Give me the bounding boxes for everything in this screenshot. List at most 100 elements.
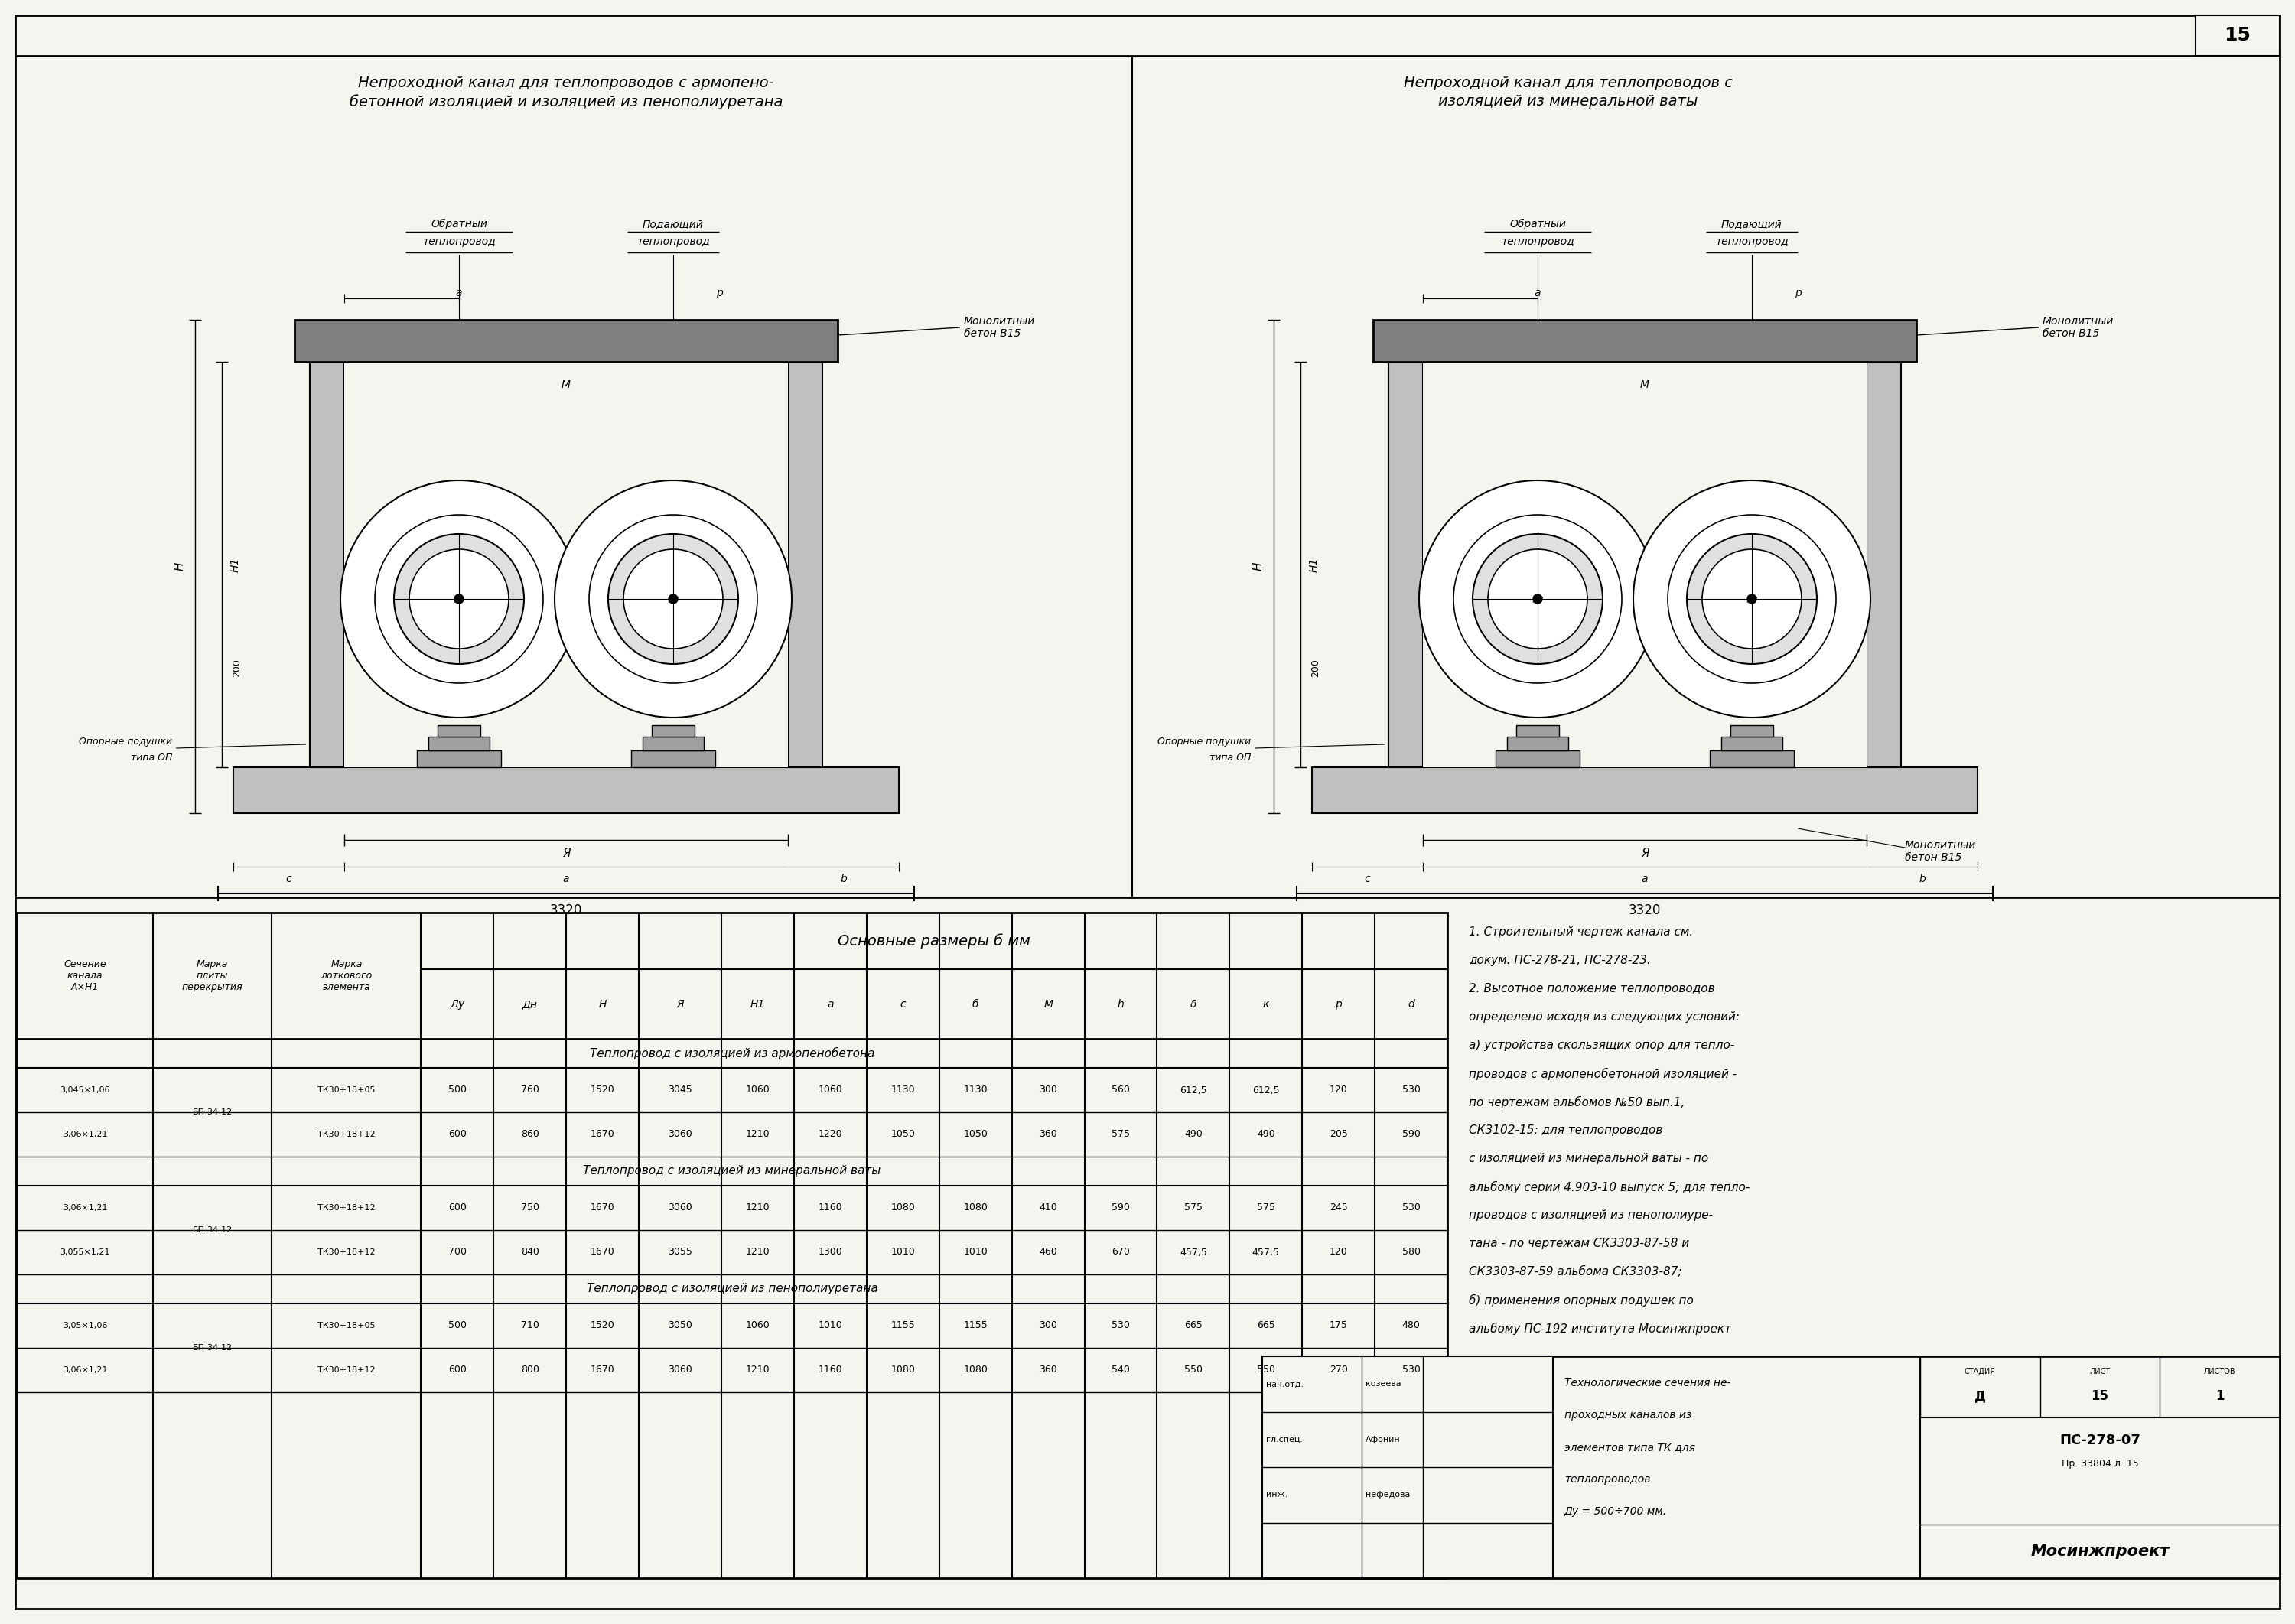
Text: Н: Н [599, 999, 606, 1010]
Text: 700: 700 [448, 1247, 466, 1257]
Text: Монолитный
бетон В15: Монолитный бетон В15 [2043, 315, 2114, 339]
Text: б: б [973, 999, 980, 1010]
Text: б) применения опорных подушек по: б) применения опорных подушек по [1469, 1294, 1694, 1307]
Text: 300: 300 [1040, 1320, 1058, 1330]
Text: определено исходя из следующих условий:: определено исходя из следующих условий: [1469, 1012, 1740, 1023]
Text: докум. ПС-278-21, ПС-278-23.: докум. ПС-278-21, ПС-278-23. [1469, 955, 1650, 966]
Bar [1866, 362, 1900, 767]
Text: 175: 175 [1329, 1320, 1347, 1330]
Bar [429, 737, 489, 750]
Text: 1670: 1670 [590, 1366, 615, 1376]
Bar [652, 726, 695, 737]
Text: 540: 540 [1111, 1366, 1129, 1376]
Circle shape [1746, 594, 1756, 604]
Text: Теплопровод с изоляцией из минеральной ваты: Теплопровод с изоляцией из минеральной в… [583, 1166, 881, 1177]
Text: 410: 410 [1040, 1203, 1058, 1213]
Text: 1160: 1160 [819, 1203, 842, 1213]
Bar [344, 362, 787, 767]
Text: СК3303-87-59 альбома СК3303-87;: СК3303-87-59 альбома СК3303-87; [1469, 1267, 1682, 1278]
Text: d: d [562, 578, 569, 590]
Text: 1050: 1050 [964, 1129, 987, 1140]
Text: Монолитный
бетон В15: Монолитный бетон В15 [1905, 840, 1976, 862]
Text: d: d [1641, 578, 1648, 590]
Text: Непроходной канал для теплопроводов с: Непроходной канал для теплопроводов с [1405, 75, 1733, 89]
Bar [631, 750, 716, 767]
Text: 1060: 1060 [819, 1085, 842, 1095]
Text: 360: 360 [1040, 1129, 1058, 1140]
Text: ЛИСТ: ЛИСТ [2088, 1367, 2111, 1376]
Text: 1210: 1210 [746, 1366, 769, 1376]
Text: 1155: 1155 [890, 1320, 916, 1330]
Text: δ: δ [358, 578, 365, 590]
Text: бетонной изоляцией и изоляцией из пенополиуретана: бетонной изоляцией и изоляцией из пенопо… [349, 94, 783, 109]
Text: 1520: 1520 [590, 1085, 615, 1095]
Text: 580: 580 [1402, 1247, 1421, 1257]
Text: δ: δ [1191, 999, 1196, 1010]
Text: Я: Я [677, 999, 684, 1010]
Text: БП-34-12: БП-34-12 [193, 1345, 232, 1351]
Circle shape [555, 481, 792, 718]
Text: a: a [562, 874, 569, 885]
Text: c: c [287, 874, 291, 885]
Text: проводов с изоляцией из пенополиуре-: проводов с изоляцией из пенополиуре- [1469, 1210, 1712, 1221]
Text: 2. Высотное положение теплопроводов: 2. Высотное положение теплопроводов [1469, 983, 1714, 994]
Text: по чертежам альбомов №50 вып.1,: по чертежам альбомов №50 вып.1, [1469, 1096, 1685, 1109]
Text: 490: 490 [1184, 1129, 1203, 1140]
Text: ТК30+18+12: ТК30+18+12 [317, 1366, 376, 1374]
Text: с: с [900, 999, 907, 1010]
Text: 3,06×1,21: 3,06×1,21 [62, 1366, 108, 1374]
Text: 3060: 3060 [668, 1366, 693, 1376]
Circle shape [454, 594, 464, 604]
Circle shape [1703, 549, 1802, 648]
Text: 3,06×1,21: 3,06×1,21 [62, 1130, 108, 1138]
Text: с изоляцией из минеральной ваты - по: с изоляцией из минеральной ваты - по [1469, 1153, 1707, 1164]
Bar [1388, 362, 1423, 767]
Bar [418, 750, 500, 767]
Text: 360: 360 [1040, 1366, 1058, 1376]
Text: 670: 670 [1111, 1247, 1129, 1257]
Text: 1010: 1010 [819, 1320, 842, 1330]
Text: 760: 760 [521, 1085, 539, 1095]
Text: 3,05×1,06: 3,05×1,06 [62, 1322, 108, 1330]
Text: Марка
плиты
перекрытия: Марка плиты перекрытия [181, 960, 243, 992]
Text: 800: 800 [521, 1366, 539, 1376]
Bar [438, 726, 480, 737]
Text: 1210: 1210 [746, 1129, 769, 1140]
Text: 600: 600 [448, 1366, 466, 1376]
Text: 460: 460 [1040, 1247, 1058, 1257]
Text: М: М [1044, 999, 1053, 1010]
Text: 1050: 1050 [890, 1129, 916, 1140]
Text: 550: 550 [1258, 1366, 1276, 1376]
Text: 575: 575 [1258, 1203, 1276, 1213]
Bar [787, 362, 822, 767]
Text: Теплопровод с изоляцией из армопенобетона: Теплопровод с изоляцией из армопенобетон… [590, 1047, 874, 1059]
Text: Ду = 500÷700 мм.: Ду = 500÷700 мм. [1565, 1505, 1666, 1517]
Text: 1210: 1210 [746, 1203, 769, 1213]
Text: 490: 490 [1258, 1129, 1276, 1140]
Text: 1520: 1520 [590, 1320, 615, 1330]
Text: 560: 560 [1111, 1085, 1129, 1095]
Circle shape [624, 549, 723, 648]
Text: h: h [1118, 999, 1125, 1010]
Circle shape [1453, 515, 1623, 684]
Text: δ: δ [1437, 578, 1444, 590]
Bar [16, 913, 1448, 1579]
Text: 600: 600 [448, 1129, 466, 1140]
Text: Обратный: Обратный [431, 219, 487, 229]
Text: 205: 205 [1329, 1129, 1347, 1140]
Text: 457,5: 457,5 [1180, 1247, 1207, 1257]
Text: 3055: 3055 [668, 1247, 693, 1257]
Circle shape [1473, 534, 1602, 664]
Text: изоляцией из минеральной ваты: изоляцией из минеральной ваты [1439, 94, 1698, 109]
Text: 840: 840 [521, 1247, 539, 1257]
Text: d: d [1407, 999, 1414, 1010]
Text: 500: 500 [448, 1320, 466, 1330]
Text: 1080: 1080 [890, 1203, 916, 1213]
Text: 200: 200 [232, 659, 243, 677]
Text: альбому серии 4.903-10 выпуск 5; для тепло-: альбому серии 4.903-10 выпуск 5; для теп… [1469, 1181, 1749, 1194]
Text: 530: 530 [1111, 1320, 1129, 1330]
Text: b: b [1919, 874, 1926, 885]
Bar [643, 737, 705, 750]
Text: 590: 590 [1111, 1203, 1129, 1213]
Text: 3045: 3045 [668, 1085, 693, 1095]
